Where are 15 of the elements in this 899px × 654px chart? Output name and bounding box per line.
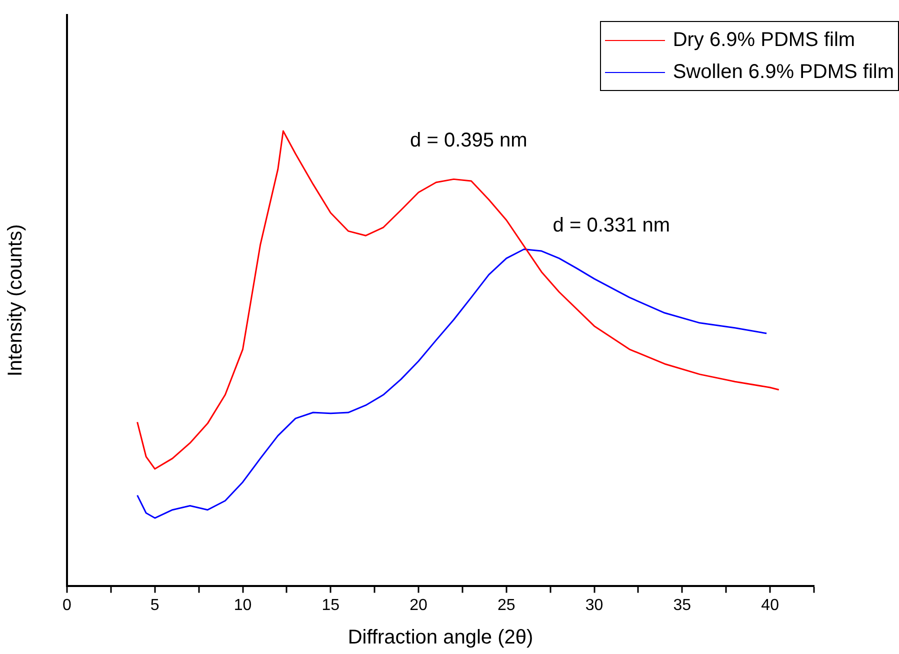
x-tick-label: 25 (498, 596, 516, 614)
x-axis-title: Diffraction angle (2θ) (348, 626, 534, 649)
x-tick-label: 0 (62, 596, 72, 614)
legend-label: Swollen 6.9% PDMS film (672, 60, 894, 85)
x-tick-label: 10 (234, 596, 252, 614)
annotation: d = 0.395 nm (410, 130, 528, 152)
annotation: d = 0.331 nm (552, 214, 670, 237)
x-tick-label: 15 (322, 596, 340, 614)
x-tick-label: 5 (150, 596, 160, 614)
y-axis-title: Intensity (counts) (4, 224, 27, 377)
x-tick-label: 40 (761, 596, 780, 614)
x-tick-label: 20 (410, 596, 428, 614)
x-tick-label: 35 (673, 596, 692, 614)
x-tick-label: 30 (585, 596, 604, 614)
legend-label: Dry 6.9% PDMS film (672, 28, 856, 53)
